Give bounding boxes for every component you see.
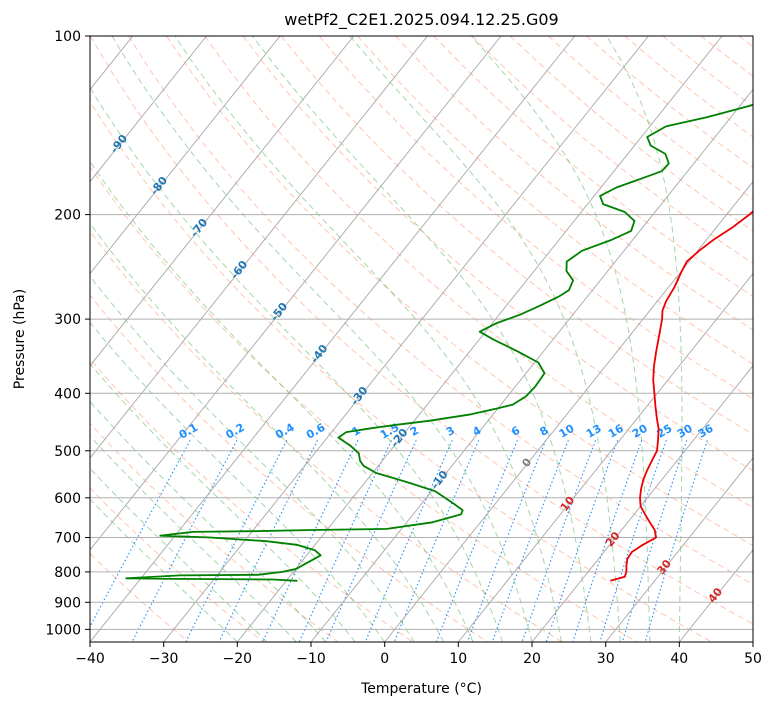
y-tick-label: 400 xyxy=(54,386,81,402)
moist-adiabat-line xyxy=(252,36,592,642)
dry-adiabat-line xyxy=(90,165,638,642)
moist-adiabat-line xyxy=(90,160,474,642)
isotherm-line xyxy=(605,457,753,642)
dry-adiabat-line xyxy=(204,36,753,509)
dry-adiabat-line xyxy=(90,230,563,642)
isotherm-line xyxy=(90,36,576,642)
mixing-ratio-line xyxy=(298,440,392,642)
isotherm-line xyxy=(457,272,753,642)
x-tick-label: 10 xyxy=(449,651,467,667)
dewpoint-profile-line xyxy=(125,103,753,582)
isotherms xyxy=(90,36,753,642)
mixing-ratio-line xyxy=(90,440,191,628)
moist-adiabat-line xyxy=(90,498,238,642)
y-tick-label: 800 xyxy=(54,565,81,581)
isotherm-line xyxy=(310,88,753,642)
y-tick-label: 500 xyxy=(54,444,81,460)
moist-adiabat-line xyxy=(90,363,356,642)
isotherm-line xyxy=(90,36,502,551)
mixing-ratio-line xyxy=(262,440,359,642)
y-tick-label: 100 xyxy=(54,29,81,45)
moist-adiabat-line xyxy=(90,321,386,642)
mixing-ratio-line xyxy=(621,440,688,642)
x-tick-label: 20 xyxy=(523,651,541,667)
temperature-profile-line xyxy=(610,210,753,582)
x-tick-label: −30 xyxy=(149,651,179,667)
isotherm-line xyxy=(90,36,428,459)
y-tick-label: 200 xyxy=(54,208,81,224)
dry-adiabat-line xyxy=(90,36,753,625)
isotherm-line xyxy=(236,36,723,642)
axes: −40 −30 −20 −10 0 10 20 30 40 50 100 200 300 400 500 60… xyxy=(45,29,762,667)
mixing-ratio-line xyxy=(599,440,667,642)
isotherm-line xyxy=(90,36,207,183)
dry-adiabat-line xyxy=(395,36,753,331)
y-tick-label: 700 xyxy=(54,531,81,547)
mixing-ratio-line xyxy=(572,440,643,642)
moist-adiabat-line xyxy=(174,36,562,642)
y-tick-label: 900 xyxy=(54,595,81,611)
dry-adiabat-line xyxy=(90,294,488,642)
x-tick-label: 0 xyxy=(380,651,389,667)
isotherm-line xyxy=(384,180,753,642)
mixing-ratio-line xyxy=(491,440,569,642)
dry-adiabat-line xyxy=(433,36,753,298)
moist-adiabat-line xyxy=(90,467,268,642)
dry-adiabat-line xyxy=(242,36,753,472)
mixing-ratio-line xyxy=(466,440,547,642)
chart-title: wetPf2_C2E1.2025.094.12.25.G09 xyxy=(284,10,558,30)
moist-adiabat-line xyxy=(90,275,415,642)
x-tick-label: 30 xyxy=(597,651,615,667)
moist-adiabat-line xyxy=(90,86,503,642)
profile-series xyxy=(125,103,753,582)
y-tick-label: 600 xyxy=(54,491,81,507)
x-axis-label: Temperature (°C) xyxy=(360,681,482,697)
mixing-ratio-line xyxy=(364,440,453,642)
moist-adiabat-line xyxy=(111,36,533,642)
isotherm-line xyxy=(90,36,281,275)
moist-adiabat-line xyxy=(470,36,651,642)
dry-adiabat-line xyxy=(90,100,712,642)
mixing-ratio-line xyxy=(218,440,318,642)
isotherm-line xyxy=(90,36,355,367)
mixing-ratio-line xyxy=(185,440,288,642)
mixing-ratio-line xyxy=(644,440,708,642)
y-axis-label: Pressure (hPa) xyxy=(12,289,28,389)
x-tick-label: −10 xyxy=(296,651,326,667)
mixing-ratio-line xyxy=(521,440,597,642)
isotherm-line xyxy=(163,36,649,642)
moist-adiabat-line xyxy=(349,36,621,642)
isotherm-line xyxy=(531,365,753,642)
x-tick-label: 40 xyxy=(670,651,688,667)
moist-adiabat-line xyxy=(90,435,297,642)
mixing-ratio-line xyxy=(545,440,619,642)
x-tick-label: −40 xyxy=(75,651,105,667)
x-tick-label: 50 xyxy=(744,651,762,667)
y-tick-label: 300 xyxy=(54,312,81,328)
plot-frame xyxy=(89,35,754,643)
y-tick-label: 1000 xyxy=(45,622,81,638)
x-tick-label: −20 xyxy=(223,651,253,667)
moist-adiabat-line xyxy=(90,222,445,642)
dry-adiabat-line xyxy=(128,36,753,585)
plot-area: 0.10.20.40.611.52346810131620253036-100-… xyxy=(90,36,753,642)
moist-adiabats xyxy=(90,36,683,642)
mixing-ratio-line xyxy=(131,440,238,642)
dry-adiabat-line xyxy=(90,487,264,642)
